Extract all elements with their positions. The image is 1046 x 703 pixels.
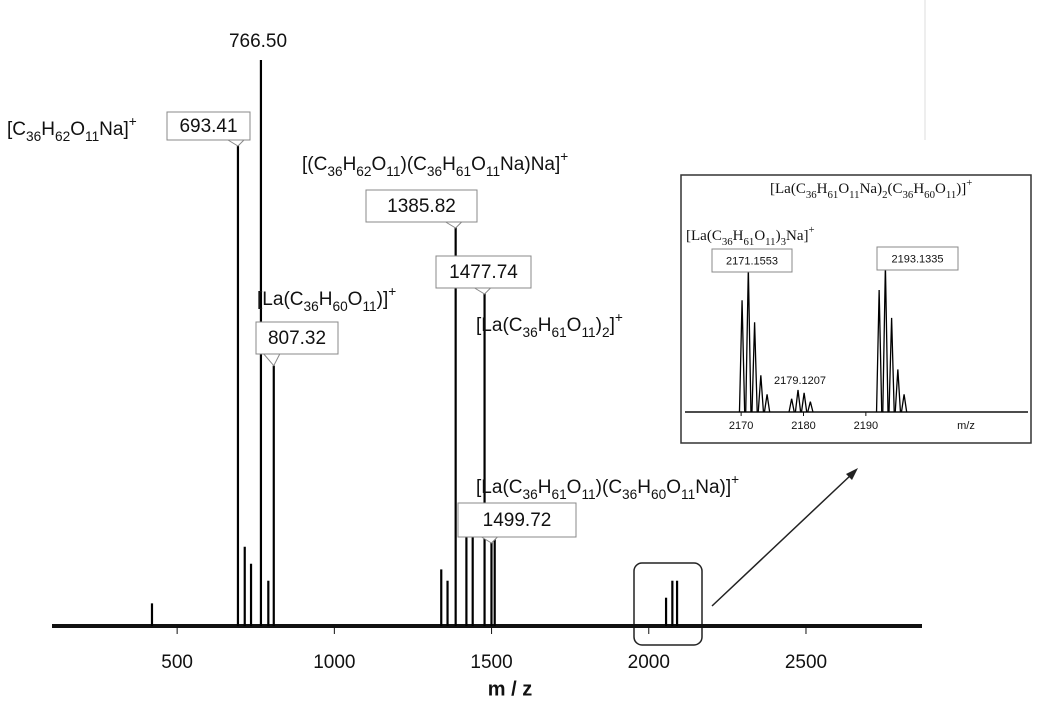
peak <box>751 322 758 413</box>
peak <box>788 398 795 413</box>
x-tick-label: 2500 <box>785 652 827 673</box>
peak <box>757 375 765 413</box>
peak <box>888 317 895 413</box>
x-tick-label: 1500 <box>470 652 512 673</box>
label-box <box>876 246 959 271</box>
peak-label: 2179.1207 <box>774 375 826 387</box>
label-box <box>166 111 251 141</box>
peak <box>894 369 902 413</box>
peak-label: 693.41 <box>179 116 237 137</box>
peak <box>807 401 814 413</box>
ion-formula: [La(C36H61O11)(C36H60O11Na)]+ <box>476 472 739 502</box>
peak-label: 766.50 <box>229 31 287 52</box>
x-axis-title: m/z <box>957 420 975 432</box>
ion-formula: [(C36H62O11)(C36H61O11Na)Na]+ <box>302 149 568 179</box>
x-axis-title: m / z <box>488 678 532 700</box>
label-pointer <box>263 353 281 367</box>
x-tick-label: 2000 <box>628 652 670 673</box>
peak-label: 1477.74 <box>449 262 518 283</box>
ion-formula: [C36H62O11Na]+ <box>7 114 137 144</box>
peak-label: 807.32 <box>268 328 326 349</box>
peak-label: 2171.1553 <box>726 255 778 267</box>
peak <box>800 392 808 413</box>
zoom-box <box>633 562 703 646</box>
ion-formula: [La(C36H61O11)3Na]+ <box>686 224 815 248</box>
label-pointer <box>474 287 491 295</box>
arrow-head <box>846 468 858 480</box>
x-tick-label: 500 <box>161 652 193 673</box>
x-tick-label: 2190 <box>854 420 878 432</box>
peak <box>763 394 771 413</box>
label-box <box>365 189 478 223</box>
inset-plot: 2170 2180 2190 m/z 2171.1553 2179.1207 2193.13… <box>685 177 1028 432</box>
inset-frame <box>680 174 1032 444</box>
x-tick-label: 2170 <box>729 420 753 432</box>
zoom-arrow <box>711 473 853 607</box>
peak <box>900 394 908 413</box>
label-pointer <box>227 139 245 147</box>
peak-label: 2193.1335 <box>892 253 944 265</box>
peak-label: 1385.82 <box>387 196 456 217</box>
main-plot: 500 1000 1500 2000 2500 m / z 693.41 766.50 807.… <box>7 31 922 700</box>
x-tick-label: 2180 <box>791 420 815 432</box>
label-box <box>255 321 339 355</box>
label-pointer <box>445 221 463 229</box>
label-box <box>435 255 532 289</box>
ion-formula: [La(C36H61O11Na)2(C36H60O11)]+ <box>770 177 972 201</box>
peak <box>875 289 883 413</box>
peak <box>794 389 802 413</box>
peak-label: 1499.72 <box>483 510 552 531</box>
ion-formula: [La(C36H61O11)2]+ <box>476 310 623 340</box>
label-box <box>457 502 577 538</box>
ion-formula: [La(C36H60O11)]+ <box>257 284 396 314</box>
x-tick-label: 1000 <box>313 652 355 673</box>
label-pointer <box>481 536 498 544</box>
peak <box>738 300 746 413</box>
label-box <box>711 248 793 273</box>
